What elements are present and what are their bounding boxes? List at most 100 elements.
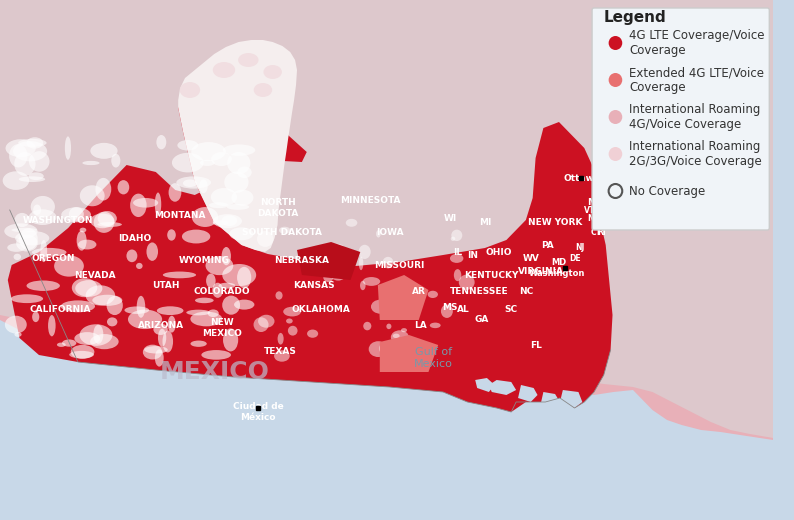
Text: CALIFORNIA: CALIFORNIA [29,306,91,315]
Text: Washington: Washington [529,268,585,278]
Ellipse shape [33,204,41,215]
Ellipse shape [26,137,43,149]
Ellipse shape [253,83,272,97]
Text: OKLAHOMA: OKLAHOMA [292,306,351,315]
Ellipse shape [107,317,118,327]
Ellipse shape [62,340,76,347]
Ellipse shape [75,280,102,297]
Text: VT: VT [584,205,595,215]
Ellipse shape [206,256,233,275]
Ellipse shape [391,330,409,344]
Text: PA: PA [541,241,553,250]
Ellipse shape [163,271,196,278]
Text: LA: LA [414,320,427,330]
Ellipse shape [146,242,158,261]
Ellipse shape [86,285,115,306]
Ellipse shape [2,171,29,190]
Ellipse shape [18,139,47,147]
Ellipse shape [213,62,235,78]
Text: COLORADO: COLORADO [194,288,250,296]
Ellipse shape [125,306,149,314]
Ellipse shape [209,202,229,208]
Ellipse shape [69,207,84,222]
Ellipse shape [157,306,183,315]
Ellipse shape [177,140,198,151]
Ellipse shape [168,183,181,202]
Ellipse shape [222,295,240,315]
Text: MI: MI [479,217,491,227]
Ellipse shape [199,160,215,166]
Ellipse shape [156,135,166,149]
Ellipse shape [288,326,298,335]
Text: GA: GA [475,316,489,324]
Text: International Roaming
4G/Voice Coverage: International Roaming 4G/Voice Coverage [629,103,761,131]
Text: MINNESOTA: MINNESOTA [340,196,400,204]
Ellipse shape [158,329,166,347]
Ellipse shape [323,273,333,282]
Ellipse shape [451,230,462,241]
Text: Extended 4G LTE/Voice
Coverage: Extended 4G LTE/Voice Coverage [629,66,764,94]
Text: TENNESSEE: TENNESSEE [449,288,508,296]
Text: MAINE: MAINE [588,198,620,206]
Text: MEXICO: MEXICO [160,360,269,384]
Ellipse shape [75,332,100,345]
Ellipse shape [10,294,43,303]
Ellipse shape [153,323,168,335]
Ellipse shape [65,136,71,160]
Text: WV: WV [522,254,539,263]
Text: NJ: NJ [576,242,585,252]
Text: TEXAS: TEXAS [264,347,297,357]
Polygon shape [380,335,438,372]
Ellipse shape [40,240,47,262]
Ellipse shape [179,82,200,98]
Ellipse shape [98,211,117,226]
Ellipse shape [29,151,49,172]
Ellipse shape [71,278,98,297]
Ellipse shape [274,350,290,362]
Ellipse shape [14,213,29,227]
Ellipse shape [393,334,399,338]
Ellipse shape [222,247,231,265]
Ellipse shape [451,237,455,241]
Ellipse shape [212,283,223,298]
Text: Gulf of
Mexico: Gulf of Mexico [414,347,453,369]
Ellipse shape [15,231,49,245]
Ellipse shape [286,318,293,323]
Ellipse shape [383,304,388,316]
Text: NH: NH [588,214,600,223]
Ellipse shape [307,330,318,338]
Polygon shape [297,242,360,280]
Text: IDAHO: IDAHO [118,233,151,242]
Ellipse shape [106,296,123,315]
Ellipse shape [13,254,21,260]
Ellipse shape [130,193,147,217]
Ellipse shape [237,166,252,178]
Ellipse shape [13,141,47,161]
Text: SC: SC [505,306,518,315]
Text: CT: CT [591,228,602,237]
Text: VIRGINIA: VIRGINIA [518,267,564,277]
Text: KENTUCKY: KENTUCKY [464,270,519,280]
Text: Ciudad de
México: Ciudad de México [233,402,283,422]
Ellipse shape [371,300,390,314]
Ellipse shape [330,265,347,281]
Text: KANSAS: KANSAS [293,280,334,290]
Ellipse shape [94,212,114,233]
Polygon shape [560,390,582,408]
Text: ARIZONA: ARIZONA [137,320,183,330]
Ellipse shape [202,350,231,360]
Ellipse shape [118,180,129,194]
Ellipse shape [95,178,111,201]
Ellipse shape [14,152,36,176]
Ellipse shape [31,196,55,217]
Ellipse shape [26,280,60,291]
Text: IOWA: IOWA [376,228,403,237]
Ellipse shape [257,231,274,247]
Ellipse shape [128,309,162,329]
Ellipse shape [211,152,232,166]
Text: WASHINGTON: WASHINGTON [23,215,94,225]
Ellipse shape [450,254,464,263]
Ellipse shape [61,301,95,312]
Ellipse shape [199,179,208,193]
Ellipse shape [237,267,251,288]
